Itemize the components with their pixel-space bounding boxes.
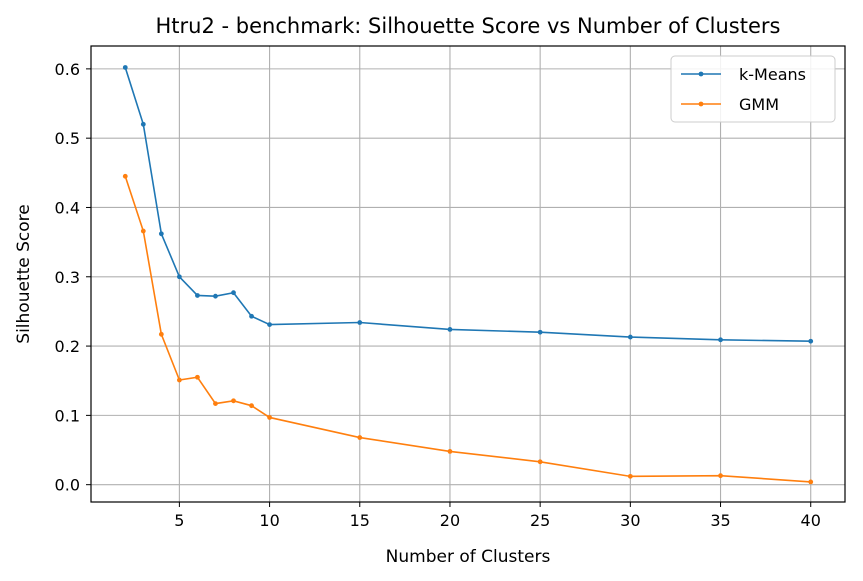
- series-layer: [122, 65, 814, 485]
- y-tick-label: 0.3: [55, 268, 80, 287]
- legend: k-Means GMM: [670, 55, 836, 123]
- data-point-gmm: [627, 473, 633, 479]
- data-point-k-means: [195, 293, 200, 298]
- legend-label-gmm: GMM: [739, 95, 779, 114]
- data-point-gmm: [122, 173, 128, 179]
- y-tick-label: 0.6: [55, 60, 80, 79]
- data-point-gmm: [447, 449, 453, 454]
- data-point-k-means: [231, 290, 236, 296]
- legend-marker-k-means: [698, 71, 704, 77]
- data-point-gmm: [176, 377, 182, 383]
- y-tick-label: 0.4: [55, 198, 80, 217]
- series-k-means: [122, 65, 814, 344]
- data-point-gmm: [231, 398, 236, 404]
- y-tick-label: 0.1: [55, 406, 80, 425]
- data-point-k-means: [537, 329, 543, 335]
- data-point-k-means: [627, 334, 633, 340]
- data-point-k-means: [447, 327, 453, 332]
- y-tick-label: 0.5: [55, 129, 80, 148]
- data-point-gmm: [158, 331, 164, 337]
- data-point-gmm: [213, 401, 218, 406]
- x-tick-label: 30: [620, 511, 640, 530]
- data-point-k-means: [213, 293, 218, 299]
- data-point-k-means: [718, 337, 723, 343]
- x-tick-label: 35: [710, 511, 730, 530]
- y-tick-label: 0.0: [55, 476, 80, 495]
- data-point-gmm: [357, 435, 363, 440]
- x-tick-label: 10: [259, 511, 279, 530]
- y-axis-title: Silhouette Score: [14, 204, 34, 343]
- data-point-k-means: [808, 338, 814, 344]
- series-gmm: [122, 173, 814, 485]
- data-point-gmm: [140, 228, 146, 234]
- x-tick-label: 5: [174, 511, 184, 530]
- data-point-gmm: [718, 473, 723, 479]
- data-point-gmm: [195, 374, 200, 380]
- data-point-k-means: [176, 274, 182, 280]
- data-point-k-means: [357, 320, 363, 325]
- data-point-gmm: [249, 403, 254, 409]
- data-point-gmm: [267, 415, 272, 420]
- x-tick-label: 25: [530, 511, 550, 530]
- data-point-gmm: [537, 459, 543, 465]
- x-axis-title: Number of Clusters: [386, 547, 551, 567]
- legend-box: [670, 55, 836, 123]
- chart-title: Htru2 - benchmark: Silhouette Score vs N…: [156, 14, 781, 38]
- y-tick-label: 0.2: [55, 337, 80, 356]
- legend-label-k-means: k-Means: [739, 65, 806, 84]
- plot-frame: [90, 45, 846, 503]
- data-point-k-means: [158, 231, 164, 237]
- x-tick-label: 40: [801, 511, 821, 530]
- x-tick-label: 20: [440, 511, 460, 530]
- legend-marker-gmm: [698, 101, 704, 107]
- data-point-k-means: [140, 121, 146, 127]
- data-point-k-means: [122, 65, 128, 70]
- x-tick-label: 15: [350, 511, 370, 530]
- data-point-k-means: [249, 313, 254, 319]
- data-point-gmm: [808, 479, 814, 485]
- ticks: 5 10 15 20 25 30 35 40 0.0 0.1 0.2 0.3 0.4 0.5 0.6: [55, 60, 821, 530]
- data-point-k-means: [267, 322, 272, 327]
